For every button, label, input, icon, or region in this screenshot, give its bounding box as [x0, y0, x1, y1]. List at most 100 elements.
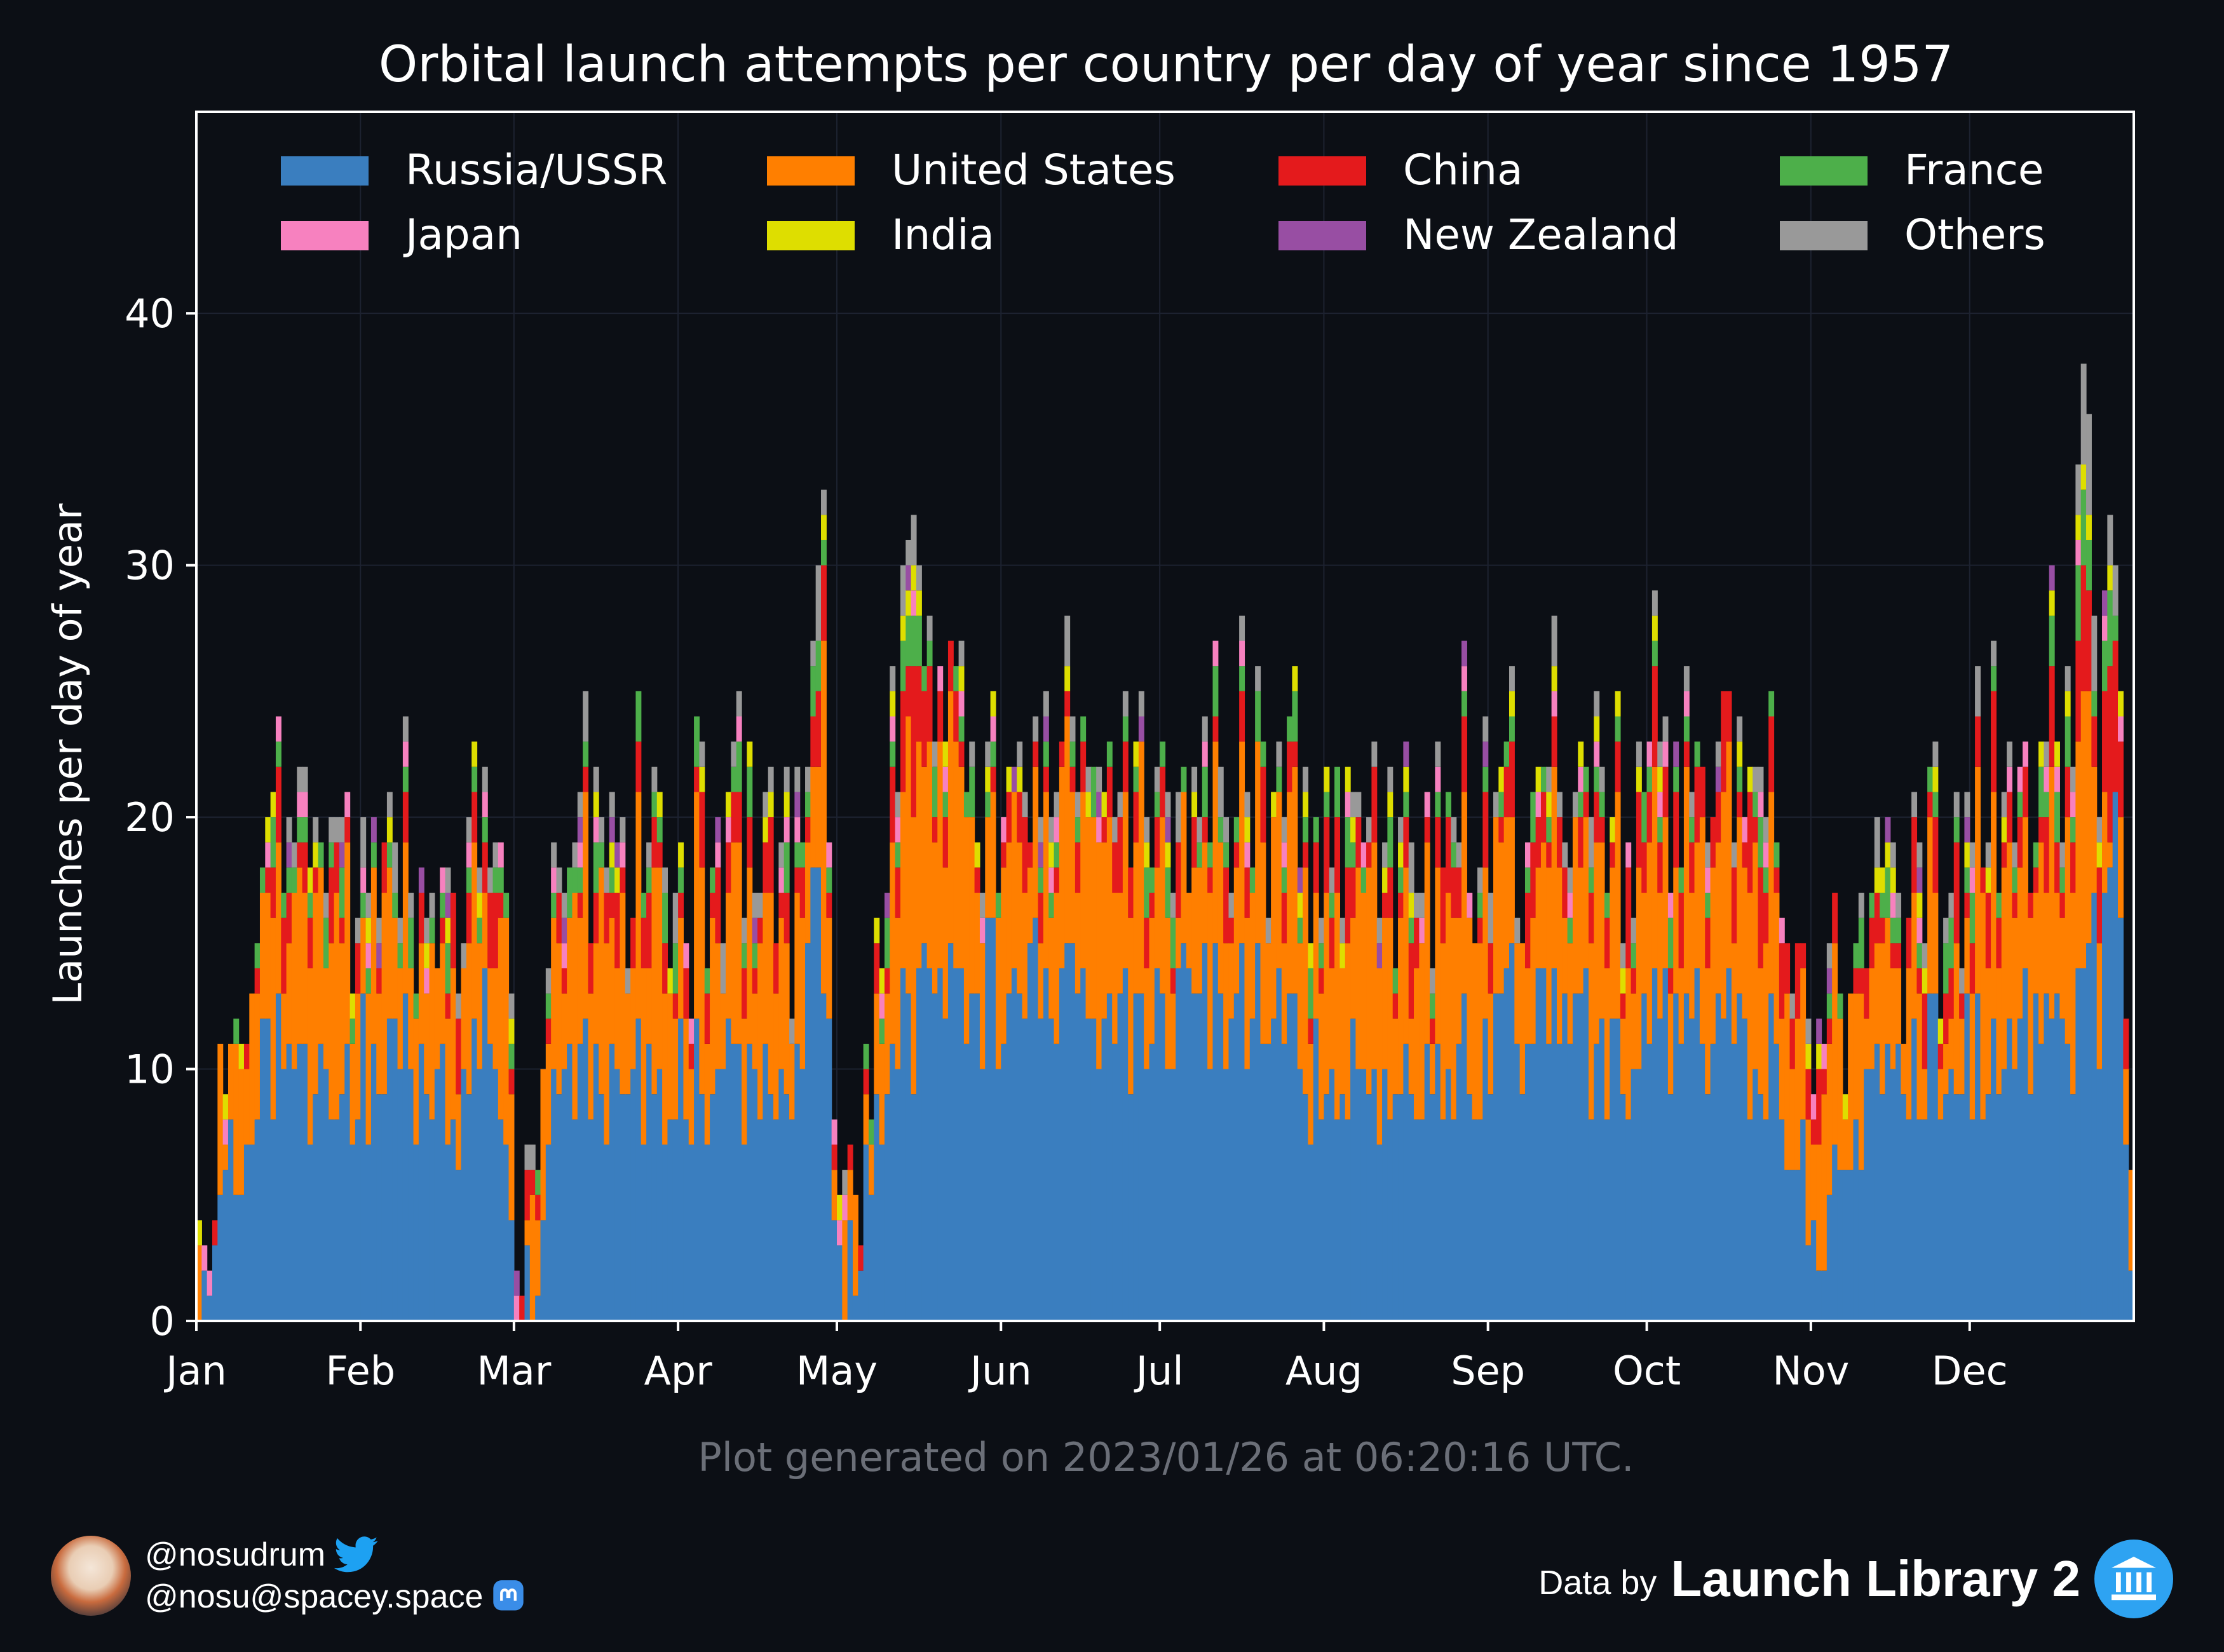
- bar-segment: [2044, 993, 2050, 1321]
- mastodon-row[interactable]: @nosu@spacey.space: [145, 1576, 525, 1618]
- bar-segment: [2075, 539, 2082, 565]
- bar-segment: [672, 1019, 679, 1120]
- bar-segment: [360, 893, 367, 918]
- bar-segment: [1546, 817, 1552, 843]
- bar-segment: [874, 943, 880, 994]
- bar-segment: [1604, 1119, 1610, 1321]
- bar-segment: [1376, 943, 1383, 968]
- bar-segment: [1631, 993, 1637, 1069]
- bar-segment: [1594, 842, 1600, 1044]
- bar-segment: [513, 1270, 520, 1296]
- bar-segment: [1308, 943, 1314, 968]
- bar-segment: [471, 766, 478, 792]
- bar-segment: [958, 766, 965, 968]
- bar-segment: [916, 565, 922, 591]
- bar-segment: [1022, 1019, 1028, 1321]
- bar-segment: [2017, 766, 2023, 792]
- bar-segment: [297, 817, 303, 843]
- bar-segment: [826, 917, 832, 1019]
- bar-segment: [609, 867, 615, 893]
- bar-segment: [1138, 691, 1144, 717]
- bar-segment: [254, 943, 261, 968]
- bar-segment: [524, 1144, 531, 1170]
- bar-segment: [1112, 817, 1118, 843]
- bar-segment: [1975, 766, 1981, 994]
- bar-segment: [397, 943, 403, 968]
- bar-segment: [884, 1094, 890, 1321]
- bar-segment: [1117, 893, 1123, 994]
- bar-segment: [1075, 817, 1081, 843]
- bar-segment: [2112, 565, 2119, 616]
- bar-segment: [2102, 615, 2108, 641]
- bar-segment: [339, 817, 345, 843]
- bar-segment: [381, 893, 388, 1095]
- bar-segment: [1874, 893, 1880, 944]
- bar-segment: [1758, 968, 1764, 1095]
- bar-segment: [942, 741, 949, 767]
- bar-segment: [1964, 893, 1970, 918]
- bar-segment: [1705, 1094, 1711, 1321]
- bar-segment: [1599, 842, 1605, 1019]
- bar-segment: [588, 943, 594, 994]
- bar-segment: [926, 615, 933, 641]
- bar-segment: [1509, 817, 1515, 944]
- bar-segment: [1980, 893, 1986, 1120]
- bar-segment: [1064, 716, 1071, 944]
- bar-segment: [492, 1069, 499, 1321]
- bar-segment: [1890, 842, 1896, 868]
- legend-swatch: [1780, 221, 1868, 250]
- bar-segment: [1641, 893, 1648, 994]
- data-credit: Data by Launch Library 2: [1538, 1538, 2173, 1620]
- bar-segment: [1911, 1019, 1918, 1321]
- bar-segment: [842, 1220, 848, 1321]
- bar-segment: [1805, 1119, 1812, 1246]
- bar-segment: [1832, 893, 1838, 944]
- x-tick-label: Jul: [1134, 1348, 1184, 1394]
- bar-segment: [1853, 943, 1859, 968]
- bar-segment: [450, 1119, 456, 1321]
- bar-segment: [794, 817, 801, 843]
- bar-segment: [979, 943, 986, 1069]
- mastodon-handle[interactable]: @nosu@spacey.space: [145, 1578, 484, 1615]
- bar-segment: [911, 1094, 917, 1321]
- bar-segment: [2086, 691, 2092, 944]
- bar-segment: [1758, 766, 1764, 792]
- bar-segment: [1419, 943, 1425, 1120]
- bar-segment: [1715, 741, 1721, 767]
- bar-segment: [1651, 666, 1658, 767]
- bar-segment: [1334, 817, 1341, 893]
- bar-segment: [265, 893, 271, 1019]
- bar-segment: [1403, 766, 1409, 792]
- bar-segment: [810, 867, 817, 1321]
- bar-segment: [1387, 917, 1393, 1120]
- bar-segment: [1964, 917, 1970, 994]
- bar-segment: [503, 893, 510, 918]
- bar-segment: [466, 817, 472, 843]
- bar-segment: [227, 1119, 234, 1321]
- bar-segment: [1313, 1019, 1319, 1321]
- bar-segment: [1667, 1094, 1674, 1321]
- bar-segment: [1524, 893, 1531, 968]
- bar-segment: [471, 741, 478, 767]
- bar-segment: [874, 993, 880, 1095]
- bar-segment: [688, 1144, 695, 1321]
- bar-segment: [1540, 968, 1547, 1321]
- bar-segment: [614, 893, 621, 968]
- bar-segment: [1710, 867, 1716, 1044]
- bar-segment: [683, 1019, 689, 1120]
- bar-segment: [1461, 993, 1467, 1321]
- credit-brand[interactable]: Launch Library 2: [1671, 1550, 2080, 1607]
- bar-segment: [2091, 615, 2098, 691]
- bar-segment: [990, 691, 996, 717]
- bar-segment: [1297, 893, 1303, 918]
- bar-segment: [1090, 766, 1097, 818]
- bar-segment: [890, 691, 896, 717]
- bar-segment: [1689, 893, 1695, 1019]
- twitter-handle[interactable]: @nosudrum: [145, 1536, 326, 1573]
- twitter-row[interactable]: @nosudrum: [145, 1534, 525, 1576]
- bar-segment: [1006, 993, 1012, 1321]
- bar-segment: [1043, 766, 1049, 792]
- bar-segment: [625, 1094, 631, 1321]
- bar-segment: [868, 1119, 874, 1145]
- bar-segment: [1106, 993, 1113, 1321]
